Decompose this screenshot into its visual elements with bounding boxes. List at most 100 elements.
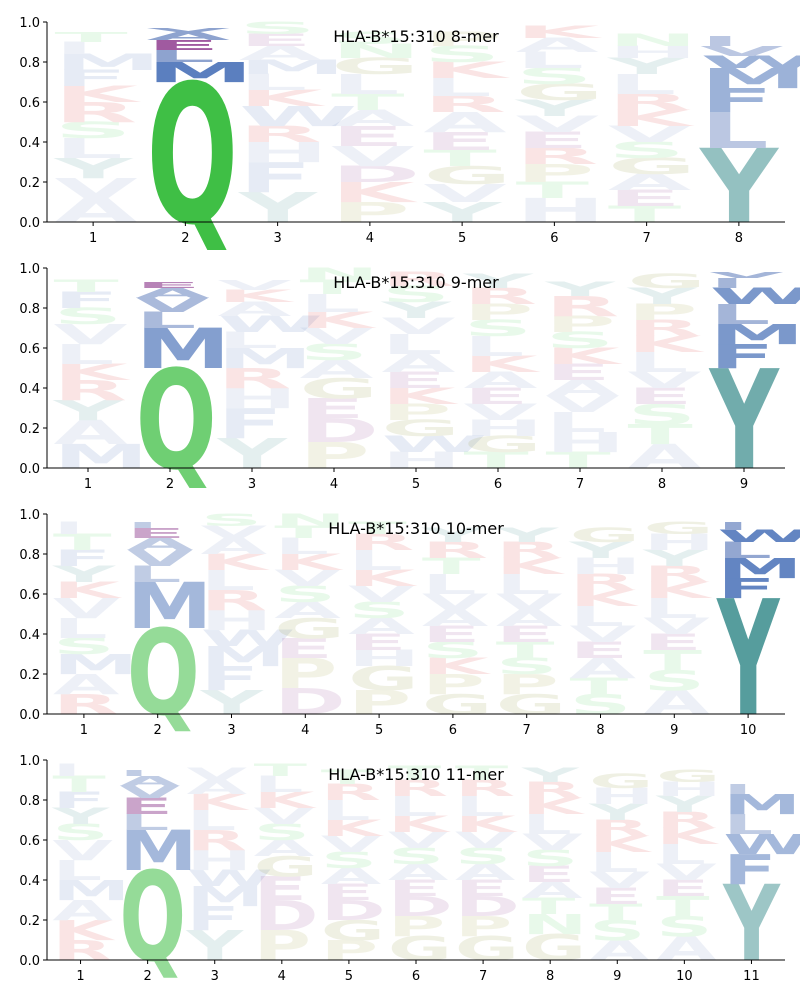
logo-letter: Y: [722, 864, 781, 985]
logo-letter: M: [710, 319, 800, 351]
logo-letter: H: [643, 530, 715, 555]
logo-letter: G: [464, 432, 543, 457]
logo-letter: P: [300, 435, 370, 476]
logo-letter: L: [717, 538, 772, 563]
x-tick-label: 4: [278, 969, 286, 984]
logo-letter: K: [187, 790, 251, 816]
logo-letter: H: [570, 554, 642, 579]
logo-letter: H: [608, 43, 698, 62]
logo-letter: Y: [380, 298, 452, 323]
logo-letter: V: [218, 278, 292, 294]
logo-letter: P: [422, 669, 485, 701]
logo-letter: T: [53, 530, 112, 555]
logo-letter: P: [455, 911, 512, 943]
x-tick-label: 8: [658, 477, 666, 492]
logo-letter: K: [239, 86, 326, 111]
logo-letter: Y: [606, 54, 686, 79]
x-tick-label: 6: [494, 477, 502, 492]
logo-letter: E: [656, 876, 709, 902]
logo-column-8: YLFMWVI: [698, 34, 800, 247]
logo-letter: Y: [514, 96, 594, 121]
logo-letter: R: [628, 316, 702, 341]
logo-letter: G: [321, 915, 385, 947]
logo-letter: G: [423, 162, 511, 190]
x-tick-label: 4: [330, 477, 338, 492]
logo-letter: Q: [136, 340, 217, 500]
logo-letter: D: [274, 681, 345, 723]
y-tick-label: 0.0: [19, 954, 40, 969]
logo-letter: A: [239, 42, 323, 64]
logo-letter: H: [464, 416, 544, 441]
logo-letter: L: [119, 810, 169, 836]
logo-letter: L: [382, 329, 443, 361]
x-tick-label: 3: [273, 231, 281, 246]
logo-letter: S: [239, 19, 317, 38]
logo-letter: E: [388, 876, 441, 902]
logo-letter: A: [300, 355, 374, 384]
logo-letter: E: [522, 862, 575, 888]
y-tick-label: 0.6: [19, 342, 40, 357]
logo-letter: P: [628, 300, 698, 325]
logo-letter: K: [522, 794, 586, 820]
logo-letter: Y: [698, 128, 779, 246]
x-tick-label: 3: [211, 969, 219, 984]
logo-letter: G: [331, 54, 419, 79]
logo-letter: R: [187, 825, 247, 857]
logo-letter: K: [218, 287, 296, 306]
logo-letter: N: [274, 511, 346, 530]
logo-letter: L: [254, 772, 304, 798]
logo-letter: A: [54, 414, 128, 452]
logo-letter: L: [300, 289, 361, 318]
logo-letter: L: [54, 133, 123, 165]
logo-letter: A: [388, 860, 449, 886]
logo-letter: E: [455, 876, 508, 902]
logo-letter: F: [52, 788, 105, 814]
logo-letter: R: [423, 92, 506, 117]
logo-letter: R: [589, 816, 649, 842]
y-tick-label: 0.8: [19, 794, 40, 809]
logo-letter: E: [127, 525, 186, 541]
logo-letter: T: [522, 894, 575, 920]
logo-letter: N: [300, 265, 380, 284]
logo-letter: I: [710, 276, 746, 292]
x-tick-label: 6: [550, 231, 558, 246]
logo-letter: S: [54, 118, 132, 143]
logo-letter: S: [516, 64, 594, 89]
logo-letter: Y: [568, 538, 634, 563]
logo-panel-4: RKAMLVSYFTIQMLEVAIYFMWHRLKAVPDEGASVKLTPG…: [19, 754, 800, 990]
logo-letter: E: [331, 121, 405, 153]
logo-letter: K: [589, 832, 653, 858]
logo-letter: S: [274, 582, 336, 607]
logo-letter: S: [52, 820, 108, 846]
logo-letter: M: [201, 641, 287, 673]
logo-letter: Y: [716, 567, 781, 752]
logo-letter: F: [201, 660, 260, 698]
logo-letter: I: [723, 782, 752, 798]
x-tick-label: 8: [546, 969, 554, 984]
logo-letter: W: [187, 866, 273, 892]
logo-letter: M: [218, 343, 313, 375]
y-tick-label: 0.8: [19, 302, 40, 317]
logo-letter: T: [608, 202, 681, 227]
logo-letter: F: [710, 338, 775, 376]
logo-letter: K: [300, 308, 377, 333]
logo-letter: V: [516, 112, 599, 137]
logo-letter: D: [254, 892, 319, 940]
logo-letter: V: [147, 27, 230, 33]
logo-letter: E: [516, 128, 590, 153]
x-tick-label: 10: [676, 969, 693, 984]
logo-letter: T: [589, 900, 642, 926]
logo-letter: T: [516, 178, 589, 203]
logo-letter: V: [496, 590, 563, 615]
logo-letter: A: [656, 930, 717, 968]
logo-letter: M: [147, 57, 254, 89]
logo-letter: G: [422, 689, 493, 721]
logo-letter: M: [136, 318, 231, 381]
logo-letter: Y: [544, 278, 616, 300]
logo-letter: L: [516, 48, 585, 73]
logo-letter: M: [723, 789, 800, 821]
y-tick-label: 0.8: [19, 548, 40, 563]
